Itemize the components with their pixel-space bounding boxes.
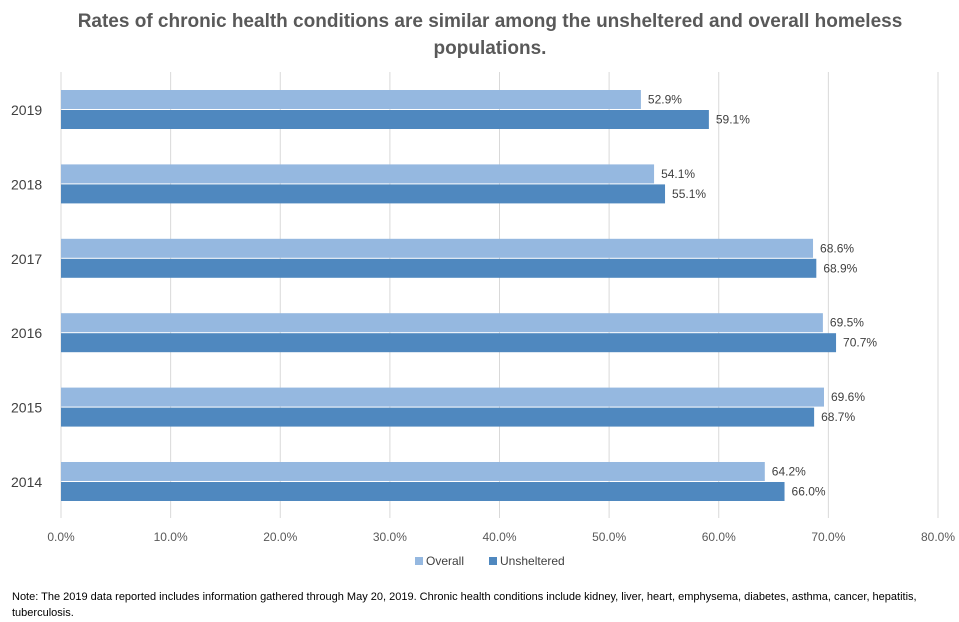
x-tick-label: 40.0% bbox=[482, 530, 516, 544]
bar-overall bbox=[61, 313, 823, 333]
category-label: 2016 bbox=[11, 325, 42, 341]
category-label: 2014 bbox=[11, 474, 42, 490]
legend: Overall Unsheltered bbox=[415, 554, 565, 568]
data-label: 68.9% bbox=[823, 261, 857, 275]
bar-unsheltered bbox=[61, 110, 709, 129]
category-label: 2018 bbox=[11, 176, 42, 192]
bar-overall bbox=[61, 238, 814, 258]
x-tick-label: 80.0% bbox=[921, 530, 955, 544]
legend-swatch bbox=[489, 557, 497, 565]
data-label: 52.9% bbox=[648, 93, 682, 107]
legend-label: Overall bbox=[426, 554, 464, 568]
x-tick-label: 70.0% bbox=[811, 530, 845, 544]
legend-swatch bbox=[415, 557, 423, 565]
chart-title: Rates of chronic health conditions are s… bbox=[77, 11, 903, 59]
data-label: 54.1% bbox=[661, 167, 695, 181]
data-label: 69.6% bbox=[831, 390, 865, 404]
x-tick-label: 60.0% bbox=[702, 530, 736, 544]
data-label: 69.5% bbox=[830, 316, 864, 330]
bar-unsheltered bbox=[61, 407, 815, 427]
y-axis-categories: 2019 2018 2017 2016 2015 2014 bbox=[11, 102, 42, 490]
data-label: 64.2% bbox=[772, 465, 806, 479]
category-label: 2015 bbox=[11, 400, 42, 416]
data-label: 70.7% bbox=[843, 336, 877, 350]
x-tick-label: 30.0% bbox=[373, 530, 407, 544]
bar-unsheltered bbox=[61, 333, 837, 353]
category-label: 2019 bbox=[11, 102, 42, 118]
data-label: 66.0% bbox=[792, 485, 826, 499]
data-label: 55.1% bbox=[672, 187, 706, 201]
bar-overall bbox=[61, 387, 824, 407]
gridlines bbox=[60, 72, 939, 518]
chart-note: Note: The 2019 data reported includes in… bbox=[12, 591, 917, 619]
data-label: 68.6% bbox=[820, 241, 854, 255]
bar-unsheltered bbox=[61, 184, 666, 204]
category-label: 2017 bbox=[11, 251, 42, 267]
x-axis-ticks: 0.0% 10.0% 20.0% 30.0% 40.0% 50.0% 60.0% 70.0% 8… bbox=[47, 530, 955, 544]
bar-overall bbox=[61, 90, 641, 109]
data-label: 59.1% bbox=[716, 113, 750, 127]
bar-overall bbox=[61, 462, 765, 481]
bars bbox=[61, 90, 837, 501]
x-tick-label: 50.0% bbox=[592, 530, 626, 544]
legend-label: Unsheltered bbox=[500, 554, 565, 568]
bar-overall bbox=[61, 164, 655, 184]
bar-unsheltered bbox=[61, 482, 785, 501]
bar-unsheltered bbox=[61, 258, 817, 278]
data-label: 68.7% bbox=[821, 410, 855, 424]
x-tick-label: 20.0% bbox=[263, 530, 297, 544]
data-labels: 52.9% 59.1% 54.1% 55.1% 68.6% 68.9% 69.5% 70.7%… bbox=[648, 93, 877, 499]
x-tick-label: 0.0% bbox=[47, 530, 75, 544]
x-tick-label: 10.0% bbox=[154, 530, 188, 544]
